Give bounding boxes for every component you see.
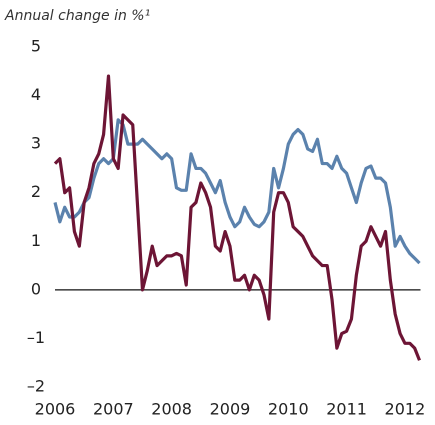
series-line: [53, 74, 421, 361]
y-tick-label: 3: [31, 134, 41, 153]
x-tick-label: 2012: [385, 400, 426, 419]
x-tick-label: 2008: [151, 400, 192, 419]
y-tick-label: 2: [31, 182, 41, 201]
y-tick-label: –1: [27, 328, 45, 347]
chart-title: Annual change in %¹: [4, 8, 150, 24]
x-tick-label: 2009: [210, 400, 251, 419]
series-line: [53, 118, 421, 265]
x-tick-label: 2011: [326, 400, 367, 419]
y-tick-label: –2: [27, 377, 45, 396]
x-tick-label: 2007: [93, 400, 134, 419]
x-tick-label: 2010: [268, 400, 309, 419]
x-tick-label: 2006: [35, 400, 76, 419]
y-tick-label: 1: [31, 231, 41, 250]
y-tick-label: 4: [31, 85, 41, 104]
y-tick-label: 0: [31, 279, 41, 298]
y-tick-label: 5: [31, 37, 41, 56]
